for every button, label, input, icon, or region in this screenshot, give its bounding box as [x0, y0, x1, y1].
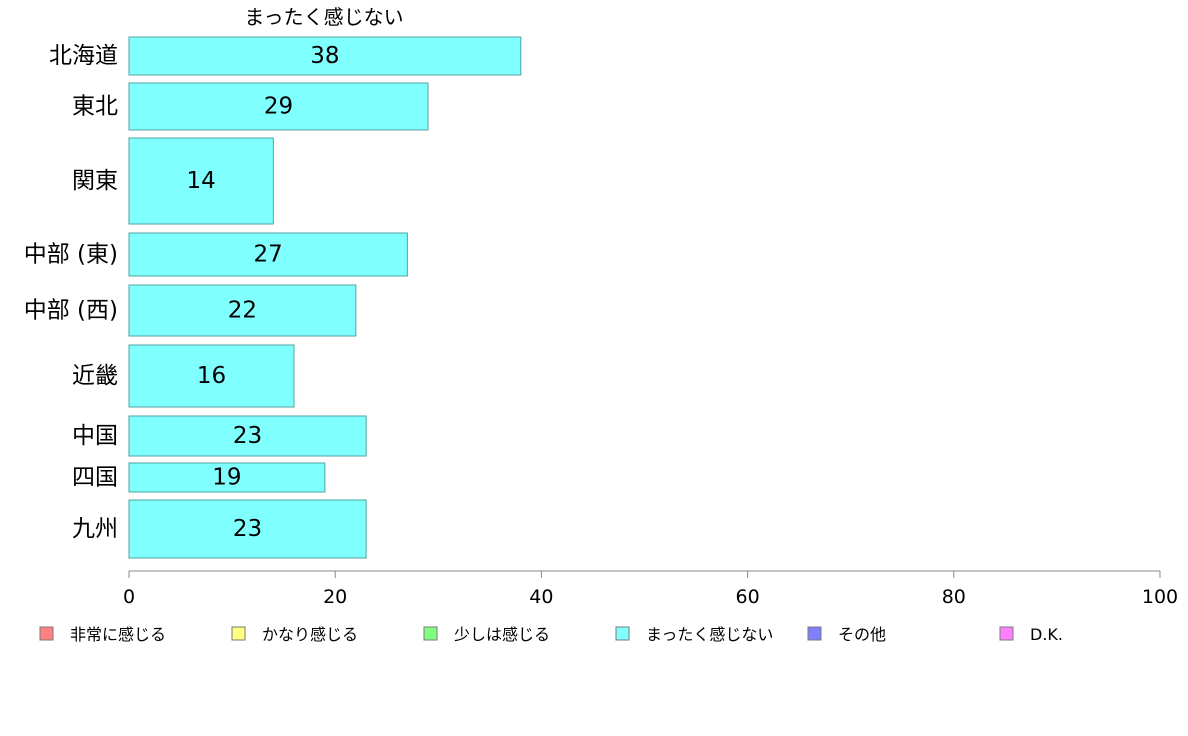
- legend-swatch: [231, 626, 246, 641]
- bar: [128, 82, 429, 131]
- legend-label: D.K.: [1030, 625, 1063, 644]
- legend-label: まったく感じない: [646, 625, 773, 644]
- category-label: 中国: [72, 423, 118, 449]
- legend-label: 少しは感じる: [454, 625, 550, 644]
- data-label: 38: [310, 43, 339, 69]
- category-label: 関東: [72, 168, 118, 194]
- bar: [128, 232, 408, 277]
- data-label: 29: [264, 94, 293, 120]
- x-tick-label: 60: [736, 586, 760, 608]
- x-tick-label: 20: [323, 586, 347, 608]
- bar: [128, 36, 522, 76]
- legend-swatch: [423, 626, 438, 641]
- category-label: 中部 (東): [24, 242, 118, 268]
- category-label: 九州: [72, 516, 118, 542]
- data-label: 23: [233, 423, 262, 449]
- x-tick-label: 40: [529, 586, 553, 608]
- legend-label: 非常に感じる: [70, 625, 166, 644]
- bar: [128, 284, 357, 337]
- category-label: 東北: [72, 94, 118, 120]
- bar: [128, 137, 274, 225]
- x-tick-label: 100: [1142, 586, 1178, 608]
- data-label: 14: [187, 168, 216, 194]
- bar: [128, 344, 295, 408]
- category-label: 北海道: [49, 43, 118, 69]
- legend-swatch: [999, 626, 1014, 641]
- legend: 非常に感じる かなり感じる 少しは感じる まったく感じない その他 D.K.: [39, 625, 1063, 644]
- data-label: 23: [233, 516, 262, 542]
- legend-swatch: [615, 626, 630, 641]
- data-label: 19: [212, 465, 241, 491]
- category-label: 近畿: [72, 363, 118, 389]
- x-tick-label: 0: [123, 586, 135, 608]
- bar: [128, 499, 367, 559]
- x-axis: 0 20 40 60 80 100: [123, 570, 1178, 608]
- series-title: まったく感じない: [244, 5, 403, 29]
- legend-label: かなり感じる: [262, 625, 358, 644]
- x-tick-label: 80: [942, 586, 966, 608]
- bar: [128, 415, 367, 457]
- category-label: 四国: [72, 465, 118, 491]
- data-label: 16: [197, 363, 226, 389]
- legend-swatch: [807, 626, 822, 641]
- category-label: 中部 (西): [24, 298, 118, 324]
- bar: [128, 462, 326, 493]
- legend-label: その他: [838, 625, 886, 644]
- data-label: 27: [254, 242, 283, 268]
- legend-swatch: [39, 626, 54, 641]
- data-label: 22: [228, 298, 257, 324]
- bars-group: 38 北海道 29 東北 14 関東 27 中部 (東) 22 中部 (西) 16 近畿 23 中国 19 四…: [24, 36, 522, 559]
